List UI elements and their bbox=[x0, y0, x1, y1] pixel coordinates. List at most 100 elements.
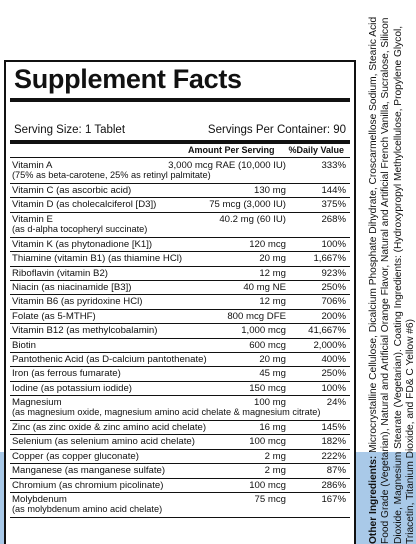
header-daily-value: %Daily Value bbox=[288, 145, 344, 155]
nutrient-name: Vitamin B6 (as pyridoxine HCl) bbox=[12, 296, 143, 308]
nutrient-source: (75% as beta-carotene, 25% as retinyl pa… bbox=[12, 170, 211, 180]
nutrient-daily-value: 87% bbox=[326, 465, 346, 477]
nutrient-amount: 20 mg bbox=[259, 253, 286, 265]
nutrient-name: Copper (as copper gluconate) bbox=[12, 450, 139, 462]
nutrient-name: Pantothenic Acid (as D-calcium pantothen… bbox=[12, 353, 207, 365]
nutrient-amount: 100 mcg bbox=[249, 436, 286, 448]
nutrient-amount: 12 mg bbox=[259, 267, 286, 279]
nutrient-daily-value: 100% bbox=[321, 382, 346, 394]
nutrient-daily-value: 144% bbox=[321, 185, 346, 196]
nutrient-daily-value: 333% bbox=[321, 160, 346, 171]
divider-thick bbox=[10, 98, 350, 102]
nutrient-row: Iron (as ferrous fumarate) 45 mg 250% bbox=[10, 367, 350, 382]
nutrient-daily-value: 222% bbox=[321, 450, 346, 462]
nutrient-amount: 100 mg bbox=[254, 397, 286, 409]
nutrient-amount: 600 mcg bbox=[249, 339, 286, 351]
nutrient-table: Vitamin A 3,000 mcg RAE (10,000 IU) 333% (7… bbox=[10, 159, 350, 519]
panel-title: Supplement Facts bbox=[14, 64, 242, 94]
nutrient-name: Vitamin B12 (as methylcobalamin) bbox=[12, 325, 158, 337]
nutrient-name: Magnesium bbox=[12, 397, 62, 409]
servings-per-container: Servings Per Container: 90 bbox=[207, 124, 346, 136]
nutrient-daily-value: 400% bbox=[321, 353, 346, 365]
nutrient-amount: 3,000 mcg RAE (10,000 IU) bbox=[168, 160, 286, 171]
nutrient-amount: 75 mcg (3,000 IU) bbox=[209, 199, 286, 211]
nutrient-name: Riboflavin (vitamin B2) bbox=[12, 267, 108, 279]
nutrient-row: Niacin (as niacinamide [B3]) 40 mg NE 250% bbox=[10, 281, 350, 296]
nutrient-row: Folate (as 5-MTHF) 800 mcg DFE 200% bbox=[10, 310, 350, 325]
nutrient-row: Vitamin E 40.2 mg (60 IU) 268% (as d-alpha … bbox=[10, 213, 350, 238]
nutrient-daily-value: 375% bbox=[321, 199, 346, 211]
nutrient-name: Chromium (as chromium picolinate) bbox=[12, 479, 164, 491]
nutrient-name: Thiamine (vitamin B1) (as thiamine HCl) bbox=[12, 253, 183, 265]
serving-size: Serving Size: 1 Tablet bbox=[14, 124, 126, 136]
divider-thin bbox=[10, 157, 350, 158]
nutrient-row: Vitamin C (as ascorbic acid) 130 mg 144% bbox=[10, 184, 350, 199]
nutrient-amount: 45 mg bbox=[259, 368, 286, 380]
nutrient-name: Niacin (as niacinamide [B3]) bbox=[12, 281, 132, 293]
nutrient-daily-value: 250% bbox=[321, 281, 346, 293]
nutrient-daily-value: 182% bbox=[321, 436, 346, 448]
nutrient-name: Vitamin D (as cholecalciferol [D3]) bbox=[12, 199, 157, 211]
supplement-facts-panel: Supplement Facts Serving Size: 1 Tablet … bbox=[4, 60, 356, 544]
nutrient-row: Magnesium 100 mg 24% (as magnesium oxide, m… bbox=[10, 396, 350, 422]
nutrient-row: Riboflavin (vitamin B2) 12 mg 923% bbox=[10, 267, 350, 281]
nutrient-amount: 16 mg bbox=[259, 422, 286, 434]
nutrient-row: Vitamin D (as cholecalciferol [D3]) 75 mc… bbox=[10, 198, 350, 213]
nutrient-amount: 150 mcg bbox=[249, 382, 286, 394]
nutrient-row: Zinc (as zinc oxide & zinc amino acid ch… bbox=[10, 421, 350, 436]
nutrient-daily-value: 1,667% bbox=[313, 253, 346, 265]
nutrient-row: Selenium (as selenium amino acid chelate… bbox=[10, 435, 350, 450]
nutrient-daily-value: 167% bbox=[321, 494, 346, 506]
nutrient-daily-value: 250% bbox=[321, 368, 346, 380]
nutrient-name: Manganese (as manganese sulfate) bbox=[12, 465, 166, 477]
nutrient-name: Iron (as ferrous fumarate) bbox=[12, 368, 121, 380]
nutrient-name: Vitamin C (as ascorbic acid) bbox=[12, 185, 132, 196]
nutrient-amount: 40 mg NE bbox=[243, 281, 286, 293]
nutrient-name: Vitamin K (as phytonadione [K1]) bbox=[12, 238, 153, 250]
nutrient-row: Pantothenic Acid (as D-calcium pantothen… bbox=[10, 353, 350, 368]
nutrient-amount: 2 mg bbox=[264, 450, 286, 462]
nutrient-row: Vitamin B6 (as pyridoxine HCl) 12 mg 706% bbox=[10, 295, 350, 310]
nutrient-daily-value: 286% bbox=[321, 479, 346, 491]
nutrient-row: Copper (as copper gluconate) 2 mg 222% bbox=[10, 450, 350, 465]
nutrient-amount: 20 mg bbox=[259, 353, 286, 365]
nutrient-amount: 130 mg bbox=[254, 185, 286, 196]
nutrient-row: Iodine (as potassium iodide) 150 mcg 100% bbox=[10, 382, 350, 397]
other-ingredients-label: Other Ingredients: bbox=[368, 455, 379, 544]
nutrient-amount: 1,000 mcg bbox=[241, 325, 286, 337]
nutrient-row: Vitamin A 3,000 mcg RAE (10,000 IU) 333% (7… bbox=[10, 159, 350, 184]
nutrient-name: Zinc (as zinc oxide & zinc amino acid ch… bbox=[12, 422, 207, 434]
nutrient-name: Biotin bbox=[12, 339, 36, 351]
nutrient-name: Iodine (as potassium iodide) bbox=[12, 382, 132, 394]
nutrient-name: Vitamin E bbox=[12, 213, 53, 225]
nutrient-daily-value: 268% bbox=[321, 213, 346, 225]
nutrient-row: Chromium (as chromium picolinate) 100 mcg… bbox=[10, 479, 350, 494]
nutrient-source: (as molybdenum amino acid chelate) bbox=[12, 504, 163, 515]
nutrient-row: Biotin 600 mcg 2,000% bbox=[10, 339, 350, 353]
nutrient-amount: 120 mcg bbox=[249, 238, 286, 250]
nutrient-name: Folate (as 5-MTHF) bbox=[12, 310, 96, 322]
nutrient-row: Manganese (as manganese sulfate) 2 mg 87% bbox=[10, 464, 350, 479]
nutrient-daily-value: 2,000% bbox=[313, 339, 346, 351]
other-ingredients: Other Ingredients: Microcrystalline Cell… bbox=[366, 4, 416, 544]
nutrient-daily-value: 923% bbox=[321, 267, 346, 279]
nutrient-daily-value: 100% bbox=[321, 238, 346, 250]
nutrient-name: Molybdenum bbox=[12, 494, 67, 506]
nutrient-daily-value: 41,667% bbox=[308, 325, 346, 337]
header-amount: Amount Per Serving bbox=[188, 145, 275, 155]
nutrient-daily-value: 24% bbox=[326, 397, 346, 409]
nutrient-amount: 800 mcg DFE bbox=[227, 310, 286, 322]
divider-thick bbox=[10, 140, 350, 144]
nutrient-daily-value: 200% bbox=[321, 310, 346, 322]
nutrient-amount: 75 mcg bbox=[254, 494, 286, 506]
nutrient-row: Vitamin B12 (as methylcobalamin) 1,000 mc… bbox=[10, 324, 350, 339]
nutrient-source: (as d-alpha tocopheryl succinate) bbox=[12, 223, 148, 234]
nutrient-row: Vitamin K (as phytonadione [K1]) 120 mcg 1… bbox=[10, 238, 350, 253]
nutrient-amount: 100 mcg bbox=[249, 479, 286, 491]
nutrient-row: Thiamine (vitamin B1) (as thiamine HCl) 2… bbox=[10, 252, 350, 267]
nutrient-name: Vitamin A bbox=[12, 160, 53, 171]
nutrient-name: Selenium (as selenium amino acid chelate… bbox=[12, 436, 195, 448]
nutrient-amount: 40.2 mg (60 IU) bbox=[219, 213, 286, 225]
nutrient-source: (as magnesium oxide, magnesium amino aci… bbox=[12, 407, 321, 418]
nutrient-daily-value: 145% bbox=[321, 422, 346, 434]
